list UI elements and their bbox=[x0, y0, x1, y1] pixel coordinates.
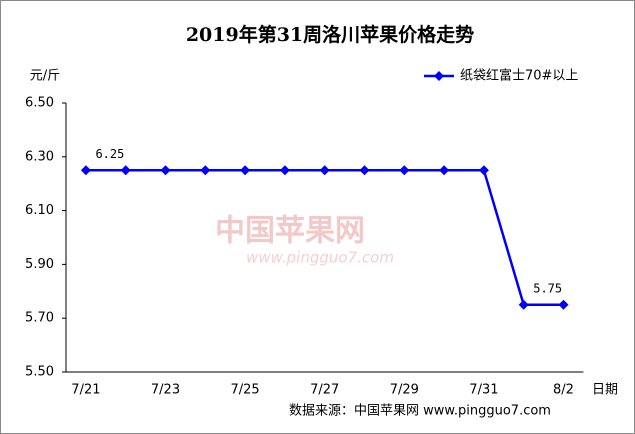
value-label: 5.75 bbox=[533, 281, 562, 295]
value-label: 6.25 bbox=[95, 147, 124, 161]
point bbox=[399, 165, 410, 176]
y-tick-label: 5.90 bbox=[25, 257, 54, 272]
y-tick-label: 5.50 bbox=[25, 365, 54, 380]
point bbox=[359, 165, 370, 176]
y-tick-label: 6.30 bbox=[25, 149, 54, 164]
legend-marker bbox=[434, 71, 444, 81]
y-axis-label: 元/斤 bbox=[30, 69, 60, 84]
watermark: 中国苹果网 bbox=[215, 214, 365, 249]
point bbox=[439, 165, 450, 176]
x-tick-label: 7/21 bbox=[71, 383, 100, 398]
point bbox=[478, 165, 489, 176]
point bbox=[80, 165, 91, 176]
point bbox=[558, 299, 569, 310]
x-tick-label: 7/25 bbox=[230, 383, 259, 398]
y-tick-label: 6.50 bbox=[25, 96, 54, 111]
y-tick-label: 6.10 bbox=[25, 203, 54, 218]
x-tick-label: 7/29 bbox=[390, 383, 419, 398]
point bbox=[319, 165, 330, 176]
point bbox=[160, 165, 171, 176]
source: 数据来源：中国苹果网 www.pingguo7.com bbox=[289, 404, 551, 419]
legend-label: 纸袋红富士70#以上 bbox=[460, 68, 578, 84]
x-tick-label: 8/2 bbox=[553, 383, 574, 398]
point bbox=[200, 165, 211, 176]
x-tick-label: 7/23 bbox=[151, 383, 180, 398]
point bbox=[240, 165, 251, 176]
watermark-url: www.pingguo7.com bbox=[246, 249, 394, 267]
y-tick-label: 5.70 bbox=[25, 311, 54, 326]
chart-title: 2019年第31周洛川苹果价格走势 bbox=[186, 23, 474, 46]
x-tick-label: 7/27 bbox=[310, 383, 339, 398]
point bbox=[120, 165, 131, 176]
point bbox=[279, 165, 290, 176]
x-axis-label: 日期 bbox=[592, 383, 618, 398]
point bbox=[518, 299, 529, 310]
x-tick-label: 7/31 bbox=[469, 383, 498, 398]
